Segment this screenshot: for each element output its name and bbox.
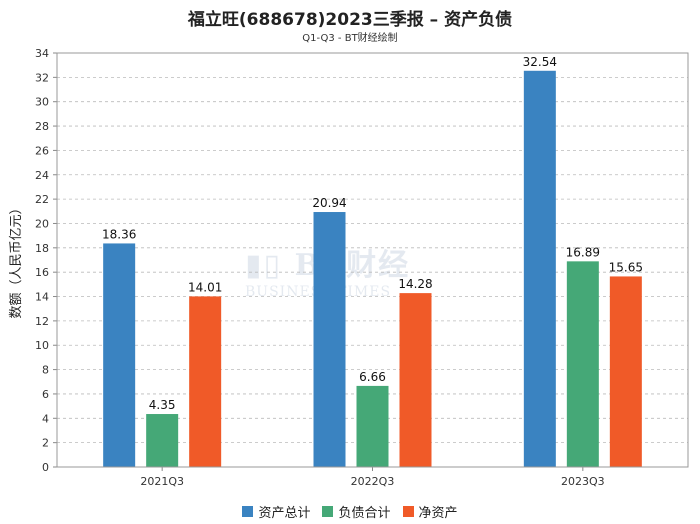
- y-tick-label: 8: [42, 364, 49, 377]
- x-tick-label: 2022Q3: [351, 475, 395, 488]
- y-tick-label: 28: [35, 120, 49, 133]
- y-tick-label: 6: [42, 388, 49, 401]
- bar: [566, 261, 599, 467]
- x-tick-label: 2021Q3: [140, 475, 184, 488]
- x-tick-label: 2023Q3: [561, 475, 605, 488]
- y-tick-label: 16: [35, 266, 49, 279]
- y-tick-label: 10: [35, 339, 49, 352]
- y-tick-label: 20: [35, 217, 49, 230]
- data-label: 14.28: [398, 277, 432, 291]
- plot-frame: [56, 52, 689, 468]
- y-tick-label: 26: [35, 144, 49, 157]
- data-label: 32.54: [523, 55, 557, 69]
- y-tick-label: 4: [42, 412, 49, 425]
- bar: [103, 243, 136, 467]
- bar: [313, 212, 346, 467]
- legend-swatch: [242, 506, 254, 517]
- y-tick-label: 32: [35, 71, 49, 84]
- legend-item: 负债合计: [322, 502, 391, 521]
- y-tick-label: 22: [35, 193, 49, 206]
- legend-item: 资产总计: [242, 502, 310, 521]
- legend-item: 净资产: [402, 502, 458, 521]
- bar: [609, 276, 642, 467]
- legend-label: 负债合计: [338, 506, 391, 521]
- data-label: 18.36: [102, 227, 136, 241]
- legend-label: 净资产: [418, 506, 458, 521]
- data-label: 6.66: [359, 370, 386, 384]
- legend: 资产总计 负债合计 净资产: [0, 502, 700, 521]
- y-tick-label: 2: [42, 437, 49, 450]
- legend-swatch: [402, 506, 414, 517]
- y-tick-label: 0: [42, 461, 49, 474]
- x-axis-ticks: 2021Q3 2022Q3 2023Q3: [140, 467, 605, 488]
- data-label: 15.65: [609, 260, 643, 274]
- data-label: 14.01: [188, 280, 222, 294]
- y-tick-label: 34: [35, 47, 49, 60]
- bar: [399, 293, 432, 467]
- y-tick-label: 30: [35, 96, 49, 109]
- chart-subtitle: Q1-Q3 - BT财经绘制: [302, 33, 398, 44]
- data-labels: 18.36 4.35 14.01 20.94 6.66 14.28 32.54 16.89 15…: [102, 55, 643, 412]
- y-tick-label: 12: [35, 315, 49, 328]
- data-label: 20.94: [312, 196, 346, 210]
- bar: [356, 385, 389, 467]
- y-axis-label: 数额（人民币亿元）: [9, 201, 24, 318]
- data-label: 4.35: [149, 398, 176, 412]
- y-tick-label: 14: [35, 291, 49, 304]
- data-label: 16.89: [566, 245, 600, 259]
- bar: [146, 414, 179, 467]
- legend-swatch: [322, 506, 334, 517]
- bars: [103, 70, 642, 467]
- legend-label: 资产总计: [258, 506, 311, 521]
- y-tick-label: 24: [35, 169, 49, 182]
- bar: [189, 296, 222, 467]
- chart-title: 福立旺(688678)2023三季报 – 资产负债: [187, 10, 513, 30]
- bar: [523, 70, 556, 467]
- y-tick-label: 18: [35, 242, 49, 255]
